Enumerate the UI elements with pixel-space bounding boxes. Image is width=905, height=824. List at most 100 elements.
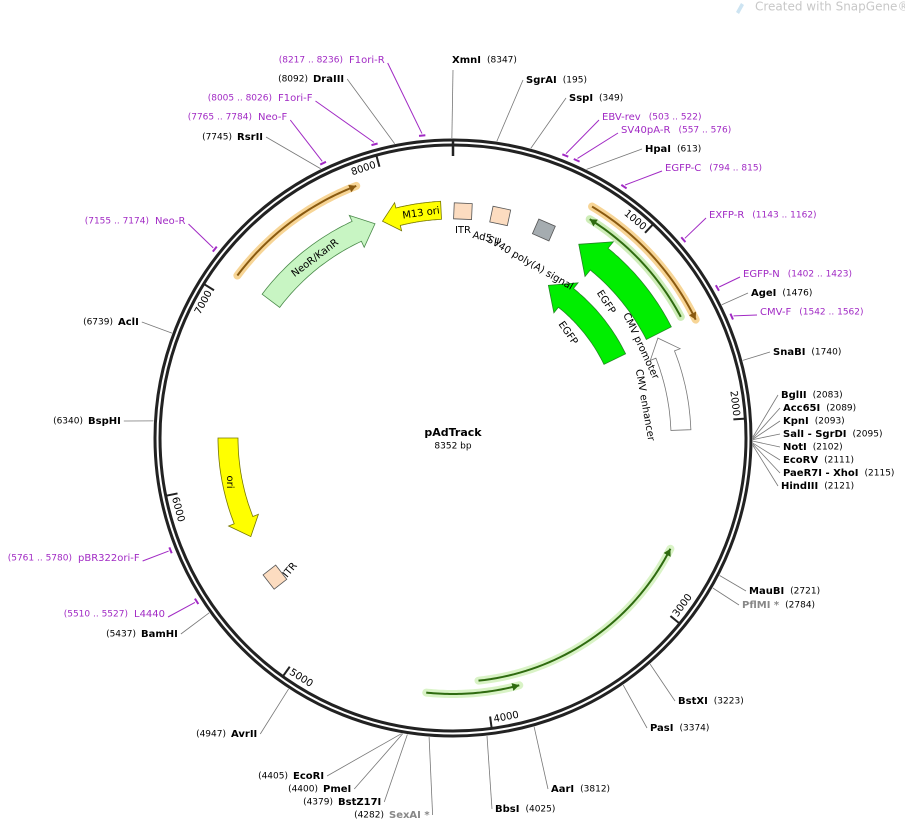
primer-range: (1402 .. 1423): [788, 270, 852, 280]
tick-label: 7000: [193, 289, 215, 317]
site-name: EcoRI: [293, 771, 324, 782]
primer-mark: [561, 153, 569, 158]
site-name: Acc65I: [783, 403, 820, 414]
feature-box: [262, 564, 288, 590]
site-position: (2115): [865, 469, 895, 479]
site-position: (1740): [811, 348, 841, 358]
site-position: (349): [599, 94, 623, 104]
site-position: (2121): [824, 482, 854, 492]
tick-mark: [489, 716, 493, 729]
orange-arc: [236, 185, 357, 277]
primer-mark: [319, 160, 327, 166]
primer-mark: [680, 236, 687, 243]
tick-mark: [203, 283, 215, 292]
tick-label: 2000: [727, 390, 741, 417]
site-leader: [752, 433, 781, 440]
site-name: SspI: [569, 93, 593, 104]
site-leader: [752, 445, 779, 487]
primer-mark: [620, 184, 628, 190]
orange-arc-head: [688, 311, 697, 320]
feature-label: ori: [224, 475, 235, 488]
tick-mark: [644, 223, 654, 234]
site-position: (4025): [525, 805, 555, 815]
primer-leader: [718, 276, 741, 288]
primer-leader: [167, 601, 196, 618]
site-leader: [265, 136, 321, 170]
primer-leader: [565, 119, 600, 154]
site-name: NotI: [783, 442, 807, 453]
tick-mark: [733, 417, 746, 421]
site-name: RsrII: [237, 132, 263, 143]
tick-label: 5000: [287, 667, 314, 690]
site-position: (2089): [826, 404, 856, 414]
feature-label: SV40 poly(A) signal: [485, 234, 575, 292]
primer-leader: [577, 132, 619, 159]
orange-arc-head: [348, 184, 357, 193]
site-name: BstZ17I: [338, 797, 381, 808]
tick-mark: [669, 615, 681, 625]
primer-leader: [315, 100, 375, 143]
primer-range: (8217 .. 8236): [279, 56, 343, 66]
site-leader: [649, 663, 676, 702]
primer-leader: [624, 170, 663, 186]
site-name: AgeI: [751, 288, 776, 299]
primer-name: F1ori-F: [278, 93, 313, 104]
site-position: (3374): [679, 724, 709, 734]
primer-range: (557 .. 576): [678, 126, 731, 136]
primer-name: Neo-R: [155, 216, 186, 227]
feature-arrow: [578, 241, 672, 341]
primer-range: (794 .. 815): [709, 164, 762, 174]
site-leader: [752, 394, 779, 438]
site-leader: [141, 321, 173, 334]
primer-name: EGFP-C: [665, 163, 701, 174]
site-name: SexAI *: [389, 810, 430, 821]
primer-range: (7155 .. 7174): [85, 217, 149, 227]
primer-mark: [371, 142, 378, 147]
site-position: (2095): [853, 430, 883, 440]
feature-arrow: [547, 282, 627, 365]
primer-leader: [188, 223, 214, 249]
site-position: (1476): [782, 289, 812, 299]
site-leader: [742, 351, 771, 361]
primer-mark: [168, 546, 173, 554]
site-leader: [353, 733, 403, 790]
plasmid-size: 8352 bp: [434, 442, 471, 452]
site-leader: [533, 726, 549, 790]
primer-name: pBR322ori-F: [78, 553, 140, 564]
tick-mark: [165, 492, 178, 497]
green-arc-head: [663, 548, 671, 557]
green-arc-head: [511, 683, 520, 691]
site-position: (2093): [815, 417, 845, 427]
site-position: (4400): [288, 785, 318, 795]
primer-name: EGFP-N: [743, 269, 780, 280]
site-leader: [712, 587, 740, 606]
site-leader: [383, 734, 408, 803]
site-position: (195): [563, 76, 587, 86]
site-position: (3812): [580, 785, 610, 795]
primer-leader: [684, 217, 707, 239]
tick-mark: [375, 154, 381, 168]
feature-label: ITR: [455, 225, 471, 236]
site-position: (2784): [785, 601, 815, 611]
site-name: PmeI: [323, 784, 351, 795]
site-position: (4379): [303, 798, 333, 808]
site-leader: [486, 736, 493, 810]
site-position: (4282): [354, 811, 384, 821]
primer-range: (1143 .. 1162): [752, 211, 816, 221]
site-name: BglII: [781, 390, 807, 401]
site-name: KpnI: [783, 416, 809, 427]
site-leader: [451, 69, 454, 139]
site-position: (2721): [790, 587, 820, 597]
site-leader: [752, 407, 781, 439]
primer-name: SV40pA-R: [621, 125, 670, 136]
site-leader: [428, 737, 434, 816]
site-position: (7745): [202, 133, 232, 143]
site-position: (2083): [813, 391, 843, 401]
site-leader: [586, 148, 643, 170]
primer-name: EXFP-R: [709, 210, 744, 221]
site-position: (2102): [813, 443, 843, 453]
site-name: BbsI: [495, 804, 519, 815]
site-name: SgrAI: [526, 75, 557, 86]
site-position: (3223): [714, 697, 744, 707]
site-position: (4947): [196, 730, 226, 740]
